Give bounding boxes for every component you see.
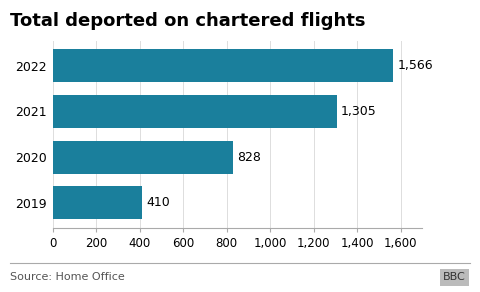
Bar [53, 141, 233, 174]
Bar [53, 186, 142, 219]
Text: 1,566: 1,566 [397, 59, 433, 72]
Text: Source: Home Office: Source: Home Office [10, 272, 124, 282]
Text: Total deported on chartered flights: Total deported on chartered flights [10, 12, 365, 30]
Text: 828: 828 [237, 151, 261, 164]
Text: BBC: BBC [443, 272, 466, 282]
Bar [53, 49, 393, 82]
Bar [53, 95, 336, 128]
Text: 1,305: 1,305 [341, 105, 377, 118]
Text: 410: 410 [146, 196, 170, 209]
